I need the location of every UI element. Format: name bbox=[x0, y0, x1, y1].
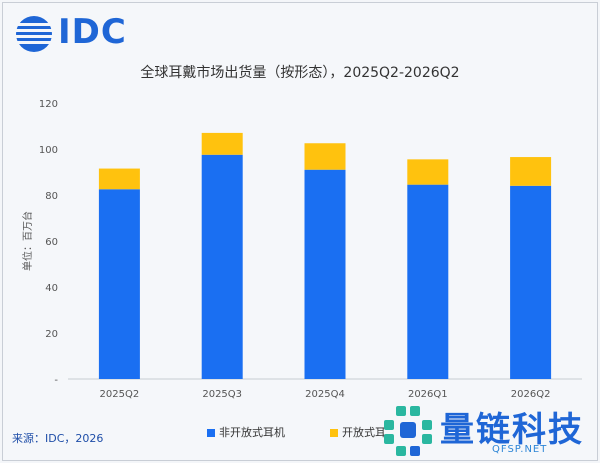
bar-closed-2025Q3 bbox=[201, 154, 243, 379]
y-tick-label: 120 bbox=[39, 99, 58, 110]
y-tick-label: 40 bbox=[45, 283, 58, 294]
bar-closed-2026Q1 bbox=[407, 184, 449, 379]
bar-open-2026Q2 bbox=[510, 157, 552, 186]
x-tick-label: 2025Q4 bbox=[305, 389, 345, 400]
x-tick-label: 2026Q2 bbox=[511, 389, 551, 400]
y-tick-label: 100 bbox=[39, 145, 58, 156]
x-tick-label: 2025Q3 bbox=[202, 389, 242, 400]
legend-label-open: 开放式耳 bbox=[342, 426, 386, 439]
bar-open-2025Q2 bbox=[98, 168, 140, 190]
legend-swatch-closed bbox=[207, 429, 215, 437]
idc-logo-text: IDC bbox=[58, 12, 127, 52]
y-tick-label: - bbox=[54, 375, 58, 386]
y-tick-label: 60 bbox=[45, 237, 58, 248]
source-note: 来源：IDC，2026 bbox=[12, 432, 104, 445]
bar-open-2025Q3 bbox=[201, 132, 243, 155]
bar-closed-2026Q2 bbox=[510, 185, 552, 379]
chart-title: 全球耳戴市场出货量（按形态），2025Q2-2026Q2 bbox=[140, 65, 460, 81]
bar-closed-2025Q4 bbox=[304, 169, 346, 379]
x-tick-label: 2026Q1 bbox=[408, 389, 448, 400]
watermark-url: QFSP.NET bbox=[492, 444, 548, 455]
x-tick-label: 2025Q2 bbox=[100, 389, 140, 400]
legend-swatch-open bbox=[330, 429, 338, 437]
watermark-text: 量链科技 bbox=[440, 410, 584, 450]
watermark-logo-icon bbox=[384, 406, 432, 456]
bar-open-2026Q1 bbox=[407, 159, 449, 185]
y-tick-label: 20 bbox=[45, 329, 58, 340]
y-axis-label: 单位：百万台 bbox=[21, 211, 34, 271]
idc-globe-icon bbox=[16, 16, 52, 52]
y-tick-label: 80 bbox=[45, 191, 58, 202]
legend-item-open: 开放式耳 bbox=[330, 424, 386, 440]
legend-label-closed: 非开放式耳机 bbox=[219, 426, 285, 439]
legend-item-closed: 非开放式耳机 bbox=[207, 424, 285, 440]
bar-open-2025Q4 bbox=[304, 143, 346, 170]
bar-closed-2025Q2 bbox=[98, 189, 140, 379]
